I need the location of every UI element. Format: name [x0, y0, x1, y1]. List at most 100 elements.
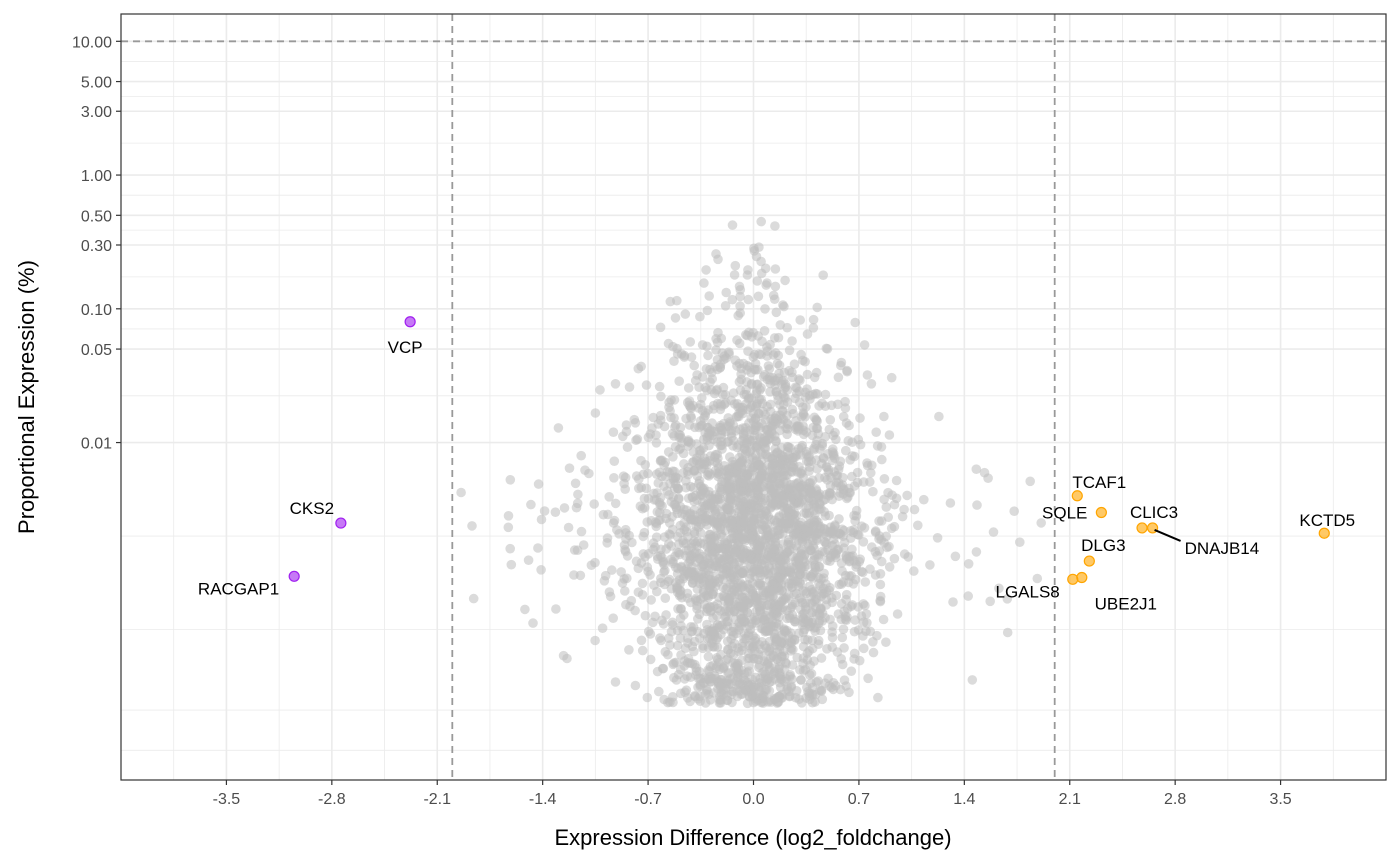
- background-point: [712, 632, 723, 643]
- background-point: [559, 503, 570, 513]
- background-point: [642, 692, 653, 703]
- background-point: [637, 645, 648, 656]
- background-point: [827, 455, 837, 466]
- background-point: [789, 359, 800, 370]
- background-point: [790, 556, 801, 566]
- background-point: [622, 573, 632, 584]
- background-point: [772, 697, 783, 707]
- background-point: [971, 464, 982, 475]
- background-point: [694, 572, 704, 583]
- background-point: [676, 621, 686, 631]
- background-point: [747, 674, 758, 685]
- background-point: [752, 379, 763, 390]
- background-point: [746, 393, 757, 404]
- background-point: [673, 483, 683, 494]
- background-point: [760, 640, 770, 651]
- background-point: [830, 539, 840, 549]
- background-point: [782, 441, 793, 452]
- background-point: [1002, 594, 1013, 604]
- background-point: [767, 428, 777, 439]
- background-point: [717, 425, 727, 436]
- background-point: [702, 305, 713, 316]
- background-point: [803, 501, 814, 511]
- background-point: [720, 504, 730, 515]
- background-point: [728, 388, 739, 398]
- background-point: [787, 367, 797, 378]
- background-point: [867, 542, 877, 552]
- background-point: [664, 529, 674, 539]
- background-point: [708, 400, 719, 411]
- background-point: [726, 492, 737, 503]
- background-point: [757, 580, 768, 591]
- background-point: [909, 504, 920, 515]
- background-point: [858, 599, 869, 609]
- background-point: [721, 287, 731, 298]
- background-point: [716, 436, 726, 447]
- background-point: [667, 428, 678, 439]
- background-point: [767, 488, 777, 498]
- background-point: [871, 427, 881, 438]
- background-point: [833, 372, 844, 383]
- background-point: [747, 332, 757, 342]
- background-point: [862, 618, 872, 628]
- background-point: [883, 512, 893, 522]
- background-point: [824, 490, 835, 501]
- background-point: [698, 585, 709, 596]
- background-point: [705, 426, 715, 437]
- background-point: [610, 677, 621, 687]
- background-point: [770, 264, 781, 274]
- background-point: [775, 671, 786, 682]
- background-point: [760, 304, 770, 314]
- background-point: [576, 450, 586, 461]
- background-point: [785, 613, 795, 623]
- background-point: [746, 480, 757, 491]
- background-point: [1032, 573, 1043, 584]
- background-point: [773, 552, 783, 562]
- background-point: [715, 563, 725, 573]
- background-point: [809, 554, 820, 565]
- background-point: [816, 686, 827, 696]
- background-point: [753, 500, 763, 511]
- background-point: [679, 459, 689, 469]
- background-point: [586, 560, 597, 570]
- y-axis: 0.01 0.05 0.10 0.30 0.50 1.00 3.00 5.00 10.00: [72, 34, 121, 453]
- background-point: [553, 423, 564, 433]
- background-point: [822, 555, 832, 566]
- y-tick-label: 1.00: [81, 168, 112, 185]
- gene-label-ube2j1: UBE2J1: [1095, 594, 1157, 613]
- background-point: [814, 562, 824, 572]
- background-point: [797, 440, 807, 451]
- background-point: [756, 536, 767, 547]
- background-point: [668, 452, 678, 462]
- background-point: [827, 627, 837, 637]
- background-point: [698, 443, 709, 453]
- background-point: [856, 611, 867, 621]
- background-point: [786, 460, 796, 471]
- background-point: [608, 518, 619, 528]
- background-point: [536, 514, 547, 525]
- background-point: [744, 653, 755, 663]
- background-point: [654, 381, 665, 392]
- background-point: [730, 260, 741, 271]
- background-point: [798, 408, 809, 419]
- background-point: [811, 515, 822, 526]
- background-point: [851, 505, 862, 516]
- background-point: [622, 442, 633, 453]
- background-point: [812, 389, 823, 399]
- background-point: [752, 276, 763, 286]
- background-point: [689, 527, 700, 537]
- background-point: [822, 344, 833, 354]
- background-point: [732, 442, 742, 453]
- background-point: [730, 662, 740, 672]
- background-point: [696, 561, 706, 571]
- background-point: [775, 410, 785, 421]
- background-point: [830, 550, 841, 560]
- background-point: [988, 527, 999, 537]
- background-point: [633, 563, 644, 574]
- background-point: [621, 534, 631, 544]
- background-point: [766, 552, 776, 562]
- background-point: [721, 584, 731, 594]
- gene-label-dnajb14: DNAJB14: [1185, 539, 1260, 558]
- background-point: [742, 377, 752, 387]
- background-point: [709, 671, 720, 681]
